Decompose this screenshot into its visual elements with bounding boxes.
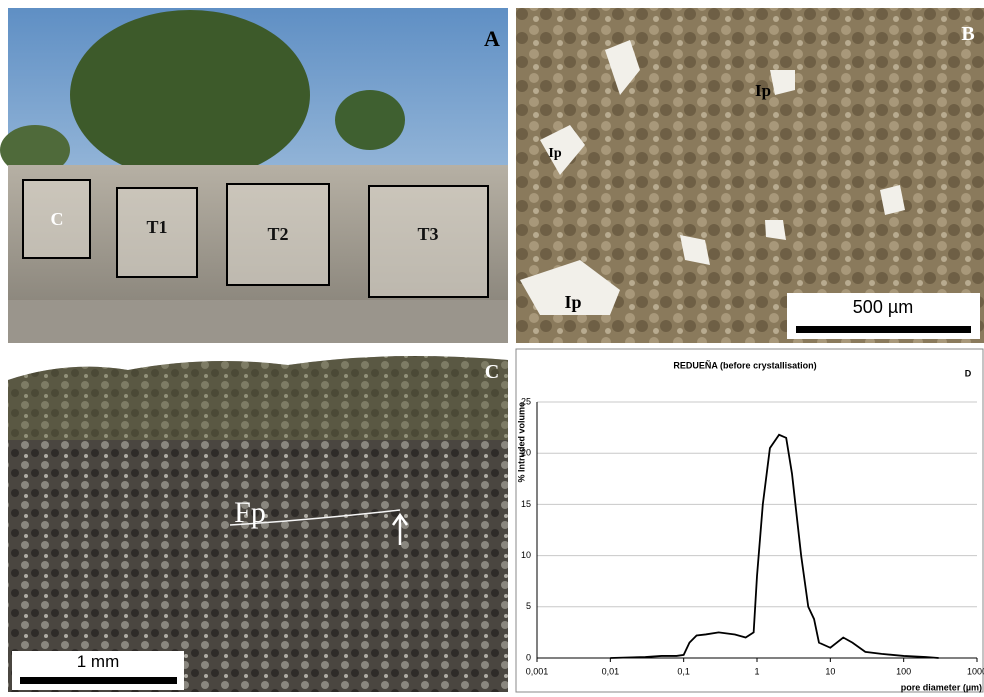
data-line	[610, 433, 939, 659]
x-tick-label: 1000	[967, 666, 984, 676]
y-tick-label: 5	[526, 601, 531, 611]
panel-a: A C T1 T2 T3	[0, 8, 508, 343]
panel-letter: B	[961, 23, 974, 45]
y-tick-label: 10	[521, 550, 531, 560]
panel-d: REDUEÑA (before crystallisation) D pore …	[515, 348, 984, 693]
y-axis-label: % Intruded volume	[516, 402, 526, 483]
x-tick-label: 0,001	[526, 666, 549, 676]
panel-letter: D	[965, 368, 972, 378]
y-tick-label: 15	[521, 499, 531, 509]
scale-label: 1 mm	[77, 652, 120, 671]
box-label: T3	[417, 224, 438, 244]
box-label: C	[51, 209, 64, 229]
panel-b: B Ip Ip Ip 500 µm	[516, 8, 984, 343]
pore-label: Ip	[755, 81, 771, 100]
y-tick-label: 20	[521, 448, 531, 458]
fissure-label: Fp	[234, 496, 266, 529]
chart-title: REDUEÑA (before crystallisation)	[673, 360, 816, 370]
box-label: T2	[267, 224, 288, 244]
x-tick-label: 0,1	[677, 666, 690, 676]
pore-label: Ip	[564, 292, 581, 312]
x-axis-label: pore diameter (µm)	[901, 682, 982, 692]
x-tick-label: 0,01	[602, 666, 620, 676]
panel-letter: C	[485, 361, 499, 383]
x-tick-label: 10	[825, 666, 835, 676]
box-label: T1	[146, 217, 167, 237]
panel-letter: A	[484, 26, 500, 51]
y-tick-label: 25	[521, 396, 531, 406]
x-tick-label: 1	[754, 666, 759, 676]
panel-c: C Fp 1 mm	[8, 349, 508, 692]
pore-label: Ip	[548, 146, 561, 161]
scale-label: 500 µm	[853, 297, 913, 317]
y-tick-label: 0	[526, 652, 531, 662]
x-tick-label: 100	[896, 666, 911, 676]
